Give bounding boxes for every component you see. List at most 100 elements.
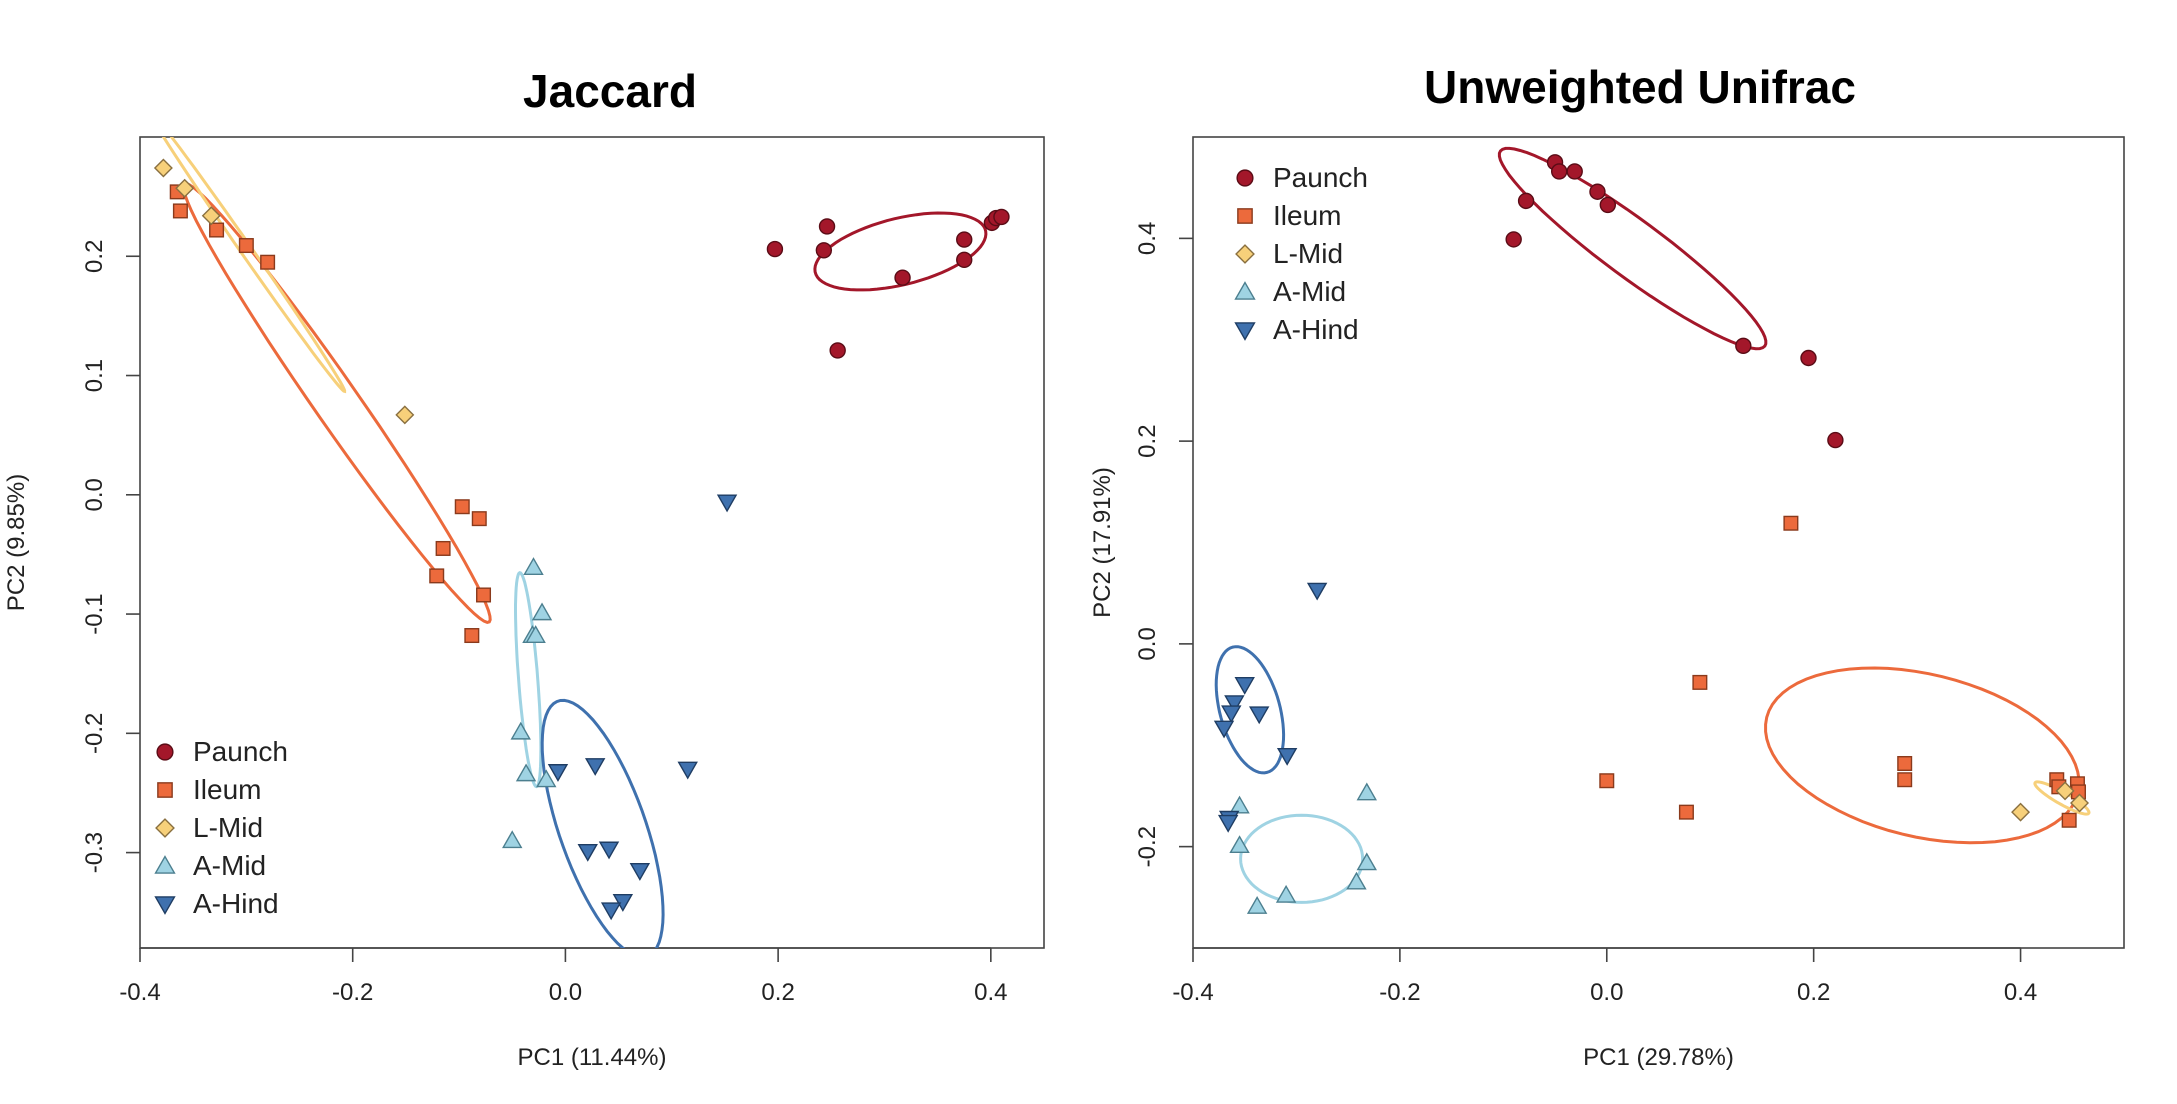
point-l-mid: [2070, 793, 2090, 813]
plot-frame: [139, 136, 1045, 949]
point-a-mid: [1356, 852, 1377, 871]
ellipse-a-mid: [1239, 813, 1365, 904]
x-tick-label: 0.0: [549, 979, 582, 1006]
ellipse-l-mid: [161, 137, 347, 394]
point-a-mid: [502, 830, 523, 849]
point-ileum: [471, 511, 487, 527]
point-a-mid: [523, 557, 544, 575]
point-paunch: [1800, 349, 1817, 367]
legend-marker-paunch: [1236, 169, 1254, 187]
legend-marker-l-mid: [1235, 244, 1255, 264]
point-a-hind: [1234, 676, 1255, 695]
legend-marker-a-hind: [1234, 322, 1256, 341]
point-ileum: [435, 540, 451, 556]
point-paunch: [1517, 192, 1535, 210]
point-a-mid: [531, 602, 553, 621]
ellipse-ileum: [1764, 666, 2081, 845]
y-tick-label: -0.1: [81, 593, 108, 634]
legend-label-a-mid: A-Mid: [193, 850, 266, 881]
x-tick-label: -0.2: [1379, 979, 1420, 1006]
point-paunch: [1599, 196, 1617, 214]
ellipse-a-mid: [514, 571, 543, 789]
point-paunch: [1589, 183, 1606, 200]
data-layer: [1213, 146, 2091, 914]
point-ileum: [1678, 804, 1694, 820]
point-a-mid: [1246, 896, 1268, 914]
point-paunch: [894, 269, 911, 286]
legend-marker-l-mid: [155, 818, 175, 838]
x-tick-label: -0.2: [332, 979, 373, 1006]
point-paunch: [1550, 163, 1568, 180]
legend-marker-a-hind: [154, 896, 176, 915]
point-paunch: [766, 240, 784, 258]
point-l-mid: [2055, 781, 2075, 801]
point-a-hind: [547, 764, 569, 782]
point-paunch: [1566, 163, 1583, 180]
x-axis-title: PC1 (11.44%): [518, 1044, 667, 1071]
legend-label-l-mid: L-Mid: [193, 812, 263, 843]
legend-label-a-mid: A-Mid: [1273, 276, 1346, 307]
point-a-hind: [600, 902, 622, 921]
point-a-hind: [598, 841, 620, 860]
point-a-hind: [577, 843, 598, 862]
point-ileum: [1897, 772, 1913, 788]
x-tick-label: 0.4: [2004, 979, 2037, 1006]
ellipse-ileum: [181, 181, 492, 624]
point-paunch: [1735, 337, 1752, 355]
point-l-mid: [175, 178, 195, 198]
y-axis-title: PC2 (17.91%): [1089, 467, 1116, 618]
point-a-mid: [515, 763, 537, 782]
point-a-hind: [1213, 720, 1235, 739]
point-ileum: [209, 222, 225, 238]
point-ileum: [2061, 812, 2077, 828]
x-tick-label: 0.4: [974, 979, 1007, 1006]
legend-label-paunch: Paunch: [193, 736, 288, 767]
x-tick-label: -0.4: [119, 979, 160, 1006]
ellipse-paunch: [1497, 146, 1768, 351]
legend: Paunch Ileum L-Mid A-Mid A-Hind: [1234, 162, 1368, 345]
plot-unweighted-unifrac: -0.4 -0.2 0.0 0.2 0.4 -0.2 0.0 0.2 0.4 PC1 (29.78…: [1089, 136, 2125, 1071]
legend-label-a-hind: A-Hind: [193, 888, 279, 919]
chart-title-jaccard: Jaccard: [523, 65, 697, 117]
point-paunch: [815, 242, 833, 259]
y-tick-label: -0.3: [81, 832, 108, 873]
point-ileum: [1599, 773, 1615, 789]
point-paunch: [993, 208, 1010, 226]
legend-label-paunch: Paunch: [1273, 162, 1368, 193]
y-tick-label: 0.0: [81, 478, 108, 511]
x-tick-label: -0.4: [1172, 979, 1213, 1006]
legend-label-ileum: Ileum: [1273, 200, 1341, 231]
point-a-hind: [584, 758, 606, 776]
point-paunch: [1505, 231, 1522, 248]
point-a-mid: [1356, 782, 1377, 801]
point-paunch: [1827, 431, 1844, 449]
data-layer: [153, 137, 1010, 948]
point-a-mid: [525, 625, 546, 643]
y-tick-label: 0.2: [81, 240, 108, 273]
point-a-hind: [716, 494, 738, 513]
legend-marker-ileum: [157, 782, 173, 798]
point-a-hind: [1221, 705, 1242, 724]
legend-marker-a-mid: [154, 855, 176, 874]
plot-jaccard: -0.4 -0.2 0.0 0.2 0.4 -0.3 -0.2 -0.1 0.0 0.1 0.2 PC…: [3, 136, 1045, 1071]
point-ileum: [454, 499, 470, 515]
point-paunch: [956, 231, 973, 248]
point-l-mid: [395, 405, 415, 425]
ellipse-paunch: [813, 211, 988, 292]
legend: Paunch Ileum L-Mid A-Mid A-Hind: [154, 736, 288, 919]
y-tick-label: -0.2: [1134, 826, 1161, 867]
point-a-hind: [1248, 706, 1270, 725]
point-ileum: [260, 254, 276, 270]
point-a-hind: [1224, 695, 1245, 714]
point-ileum: [1692, 674, 1708, 690]
point-a-mid: [1229, 835, 1250, 854]
point-a-mid: [510, 721, 531, 740]
point-ileum: [1897, 755, 1913, 771]
point-a-mid: [1275, 884, 1297, 903]
point-paunch: [829, 342, 846, 359]
point-a-hind: [677, 761, 698, 780]
ellipse-a-hind: [540, 698, 665, 948]
point-l-mid: [2011, 802, 2031, 822]
point-paunch: [818, 218, 836, 235]
